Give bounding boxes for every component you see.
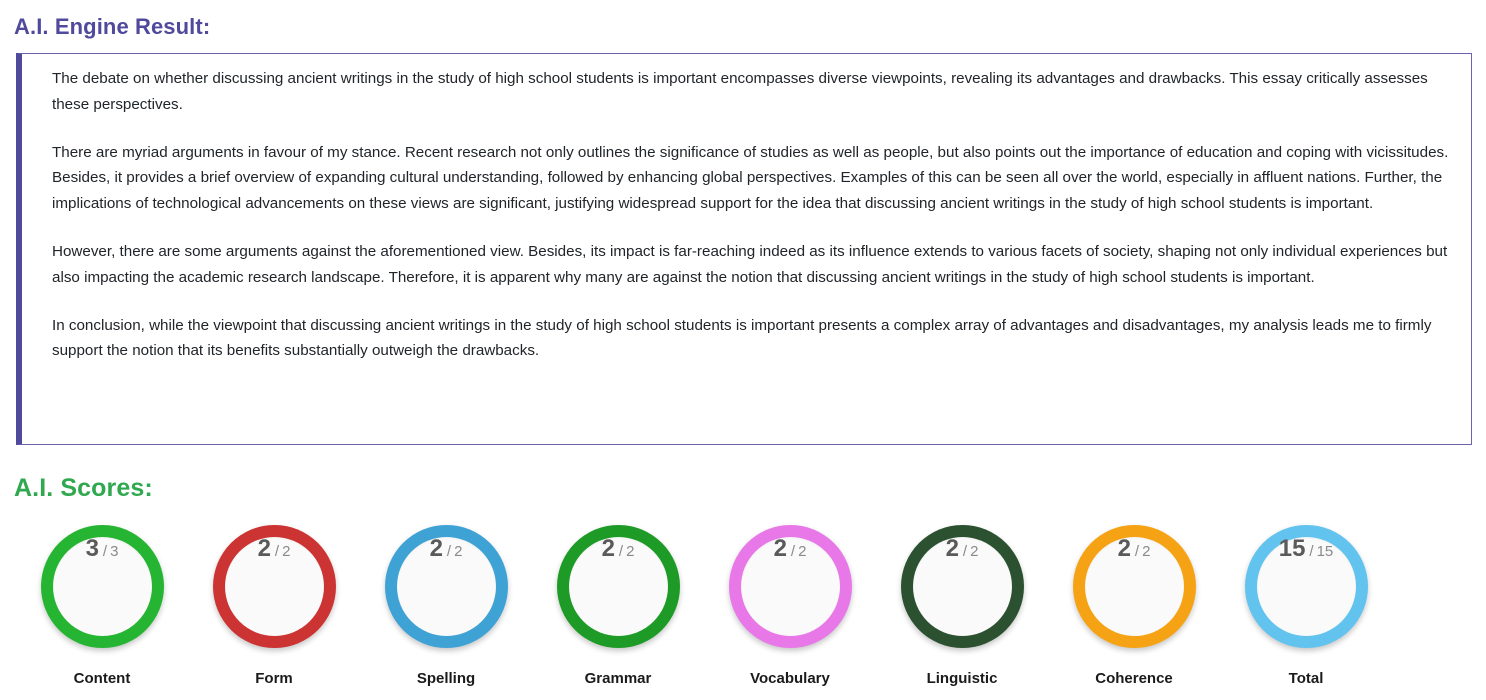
score-label: Coherence	[1095, 670, 1173, 687]
essay-text-container: The debate on whether discussing ancient…	[22, 54, 1471, 374]
score-separator: /	[274, 543, 280, 560]
engine-result-panel: The debate on whether discussing ancient…	[16, 53, 1472, 445]
score-ring-inner: 2/2	[740, 535, 840, 636]
score-ring-inner: 2/2	[1084, 535, 1184, 636]
score-item-content: 3/3 Content	[16, 525, 188, 687]
score-ring-inner: 2/2	[224, 535, 324, 636]
score-item-spelling: 2/2 Spelling	[360, 525, 532, 687]
score-ring-inner: 2/2	[396, 535, 496, 636]
score-label: Vocabulary	[750, 670, 830, 687]
score-value: 2	[429, 535, 443, 562]
score-ring: 2/2	[1072, 525, 1196, 648]
score-separator: /	[102, 543, 108, 560]
score-value: 2	[773, 535, 787, 562]
score-circles-row: 3/3 Content 2/2 Form 2/2 Spelling 2/2 Grammar 2/…	[16, 525, 1416, 687]
score-ring: 2/2	[212, 525, 336, 648]
score-label: Grammar	[584, 670, 652, 687]
score-max: 2	[798, 543, 807, 560]
score-max: 2	[970, 543, 979, 560]
essay-paragraph: There are myriad arguments in favour of …	[52, 143, 1449, 213]
score-separator: /	[618, 543, 624, 560]
essay-paragraph: However, there are some arguments agains…	[52, 242, 1448, 286]
score-separator: /	[790, 543, 796, 560]
score-item-total: 15/15 Total	[1220, 525, 1392, 687]
score-item-form: 2/2 Form	[188, 525, 360, 687]
score-separator: /	[962, 543, 968, 560]
score-ring-inner: 3/3	[52, 535, 152, 636]
score-ring: 15/15	[1244, 525, 1368, 648]
scores-heading: A.I. Scores:	[14, 474, 153, 502]
score-ring: 2/2	[556, 525, 680, 648]
score-ring: 2/2	[900, 525, 1024, 648]
essay-paragraph: In conclusion, while the viewpoint that …	[52, 316, 1432, 360]
score-value: 2	[601, 535, 615, 562]
score-item-vocabulary: 2/2 Vocabulary	[704, 525, 876, 687]
score-separator: /	[1134, 543, 1140, 560]
score-ring: 3/3	[40, 525, 164, 648]
score-value: 2	[945, 535, 959, 562]
score-label: Form	[255, 670, 293, 687]
score-label: Total	[1288, 670, 1324, 687]
score-separator: /	[1309, 543, 1314, 560]
score-max: 2	[454, 543, 463, 560]
score-value: 3	[85, 535, 99, 562]
score-label: Content	[73, 670, 131, 687]
score-ring: 2/2	[728, 525, 852, 648]
score-value: 2	[1117, 535, 1131, 562]
score-max: 2	[1142, 543, 1151, 560]
engine-result-heading: A.I. Engine Result:	[14, 14, 211, 39]
score-separator: /	[446, 543, 452, 560]
score-ring-inner: 2/2	[568, 535, 668, 636]
score-item-coherence: 2/2 Coherence	[1048, 525, 1220, 687]
score-ring: 2/2	[384, 525, 508, 648]
score-max: 15	[1316, 543, 1334, 560]
score-ring-inner: 2/2	[912, 535, 1012, 636]
score-label: Linguistic	[926, 670, 998, 687]
score-value: 15	[1278, 535, 1306, 562]
score-max: 3	[110, 543, 119, 560]
score-ring-inner: 15/15	[1256, 535, 1356, 636]
score-item-grammar: 2/2 Grammar	[532, 525, 704, 687]
score-value: 2	[257, 535, 271, 562]
score-max: 2	[626, 543, 635, 560]
score-label: Spelling	[416, 670, 476, 687]
essay-paragraph: The debate on whether discussing ancient…	[52, 70, 1428, 113]
score-max: 2	[282, 543, 291, 560]
score-item-linguistic: 2/2 Linguistic	[876, 525, 1048, 687]
